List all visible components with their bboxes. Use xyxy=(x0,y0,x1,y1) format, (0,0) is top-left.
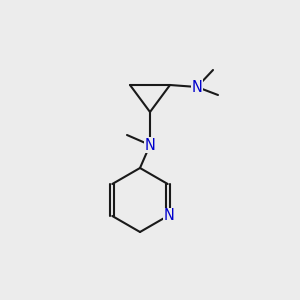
Text: N: N xyxy=(145,137,155,152)
Text: N: N xyxy=(192,80,203,94)
Text: N: N xyxy=(163,208,174,224)
